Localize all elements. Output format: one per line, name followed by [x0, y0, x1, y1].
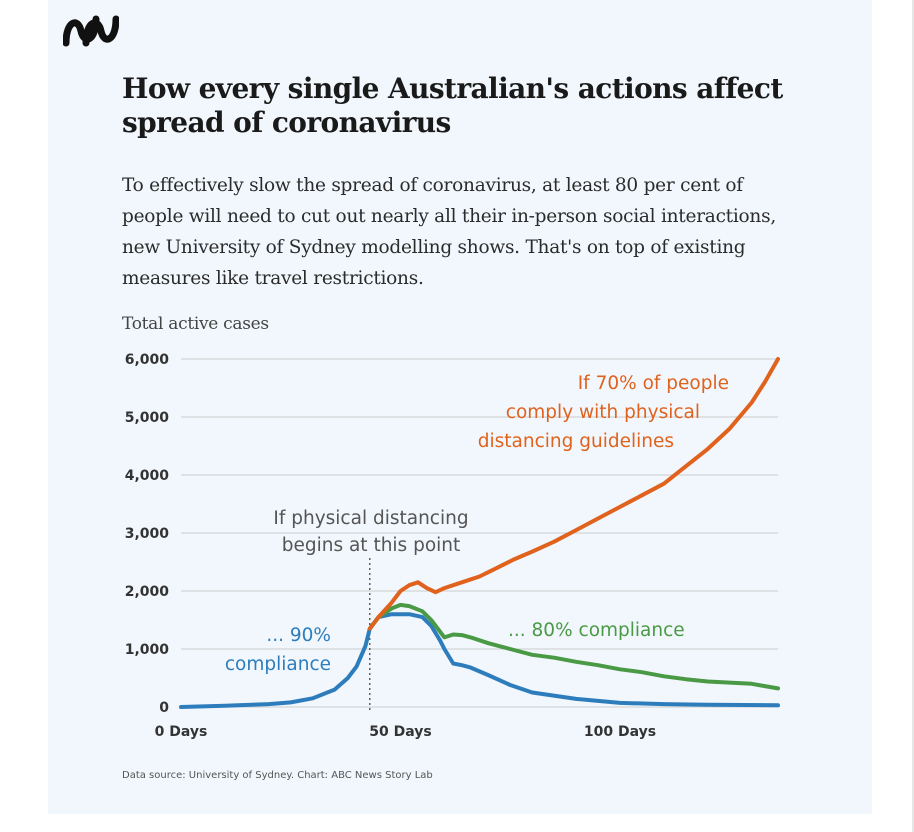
source-note: Data source: University of Sydney. Chart…: [122, 770, 433, 781]
chart-card: [48, 0, 872, 814]
y-tick-label: 6,000: [125, 352, 170, 368]
ninety-percent-annotation: compliance: [225, 654, 331, 675]
intervention-annotation: begins at this point: [282, 535, 461, 556]
series-line-seventy: [367, 357, 780, 631]
series-line-ninety: [179, 612, 780, 709]
y-tick-label: 0: [159, 700, 169, 716]
x-tick-label: 50 Days: [369, 724, 431, 740]
page-edge-line: [912, 0, 914, 832]
page-subtitle: To effectively slow the spread of corona…: [122, 175, 776, 289]
series-line-eighty: [367, 602, 780, 691]
y-tick-label: 4,000: [125, 468, 170, 484]
y-axis-label: Total active cases: [122, 314, 269, 334]
y-tick-label: 1,000: [125, 642, 170, 658]
x-tick-label: 0 Days: [155, 724, 208, 740]
seventy-percent-annotation: distancing guidelines: [478, 431, 674, 452]
ninety-percent-annotation: ... 90%: [266, 625, 331, 646]
eighty-percent-annotation: ... 80% compliance: [508, 620, 685, 641]
y-tick-label: 2,000: [125, 584, 170, 600]
abc-logo-icon: [63, 15, 119, 47]
y-tick-label: 3,000: [125, 526, 170, 542]
page-title: How every single Australian's actions af…: [122, 72, 783, 139]
seventy-percent-annotation: If 70% of people: [578, 373, 729, 394]
intervention-annotation: If physical distancing: [273, 508, 468, 529]
y-tick-label: 5,000: [125, 410, 170, 426]
seventy-percent-annotation: comply with physical: [506, 402, 700, 423]
x-tick-label: 100 Days: [584, 724, 656, 740]
